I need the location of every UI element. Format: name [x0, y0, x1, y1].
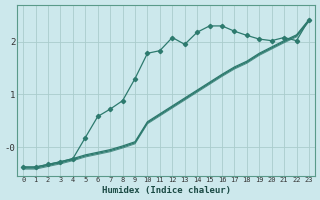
- X-axis label: Humidex (Indice chaleur): Humidex (Indice chaleur): [101, 186, 231, 195]
